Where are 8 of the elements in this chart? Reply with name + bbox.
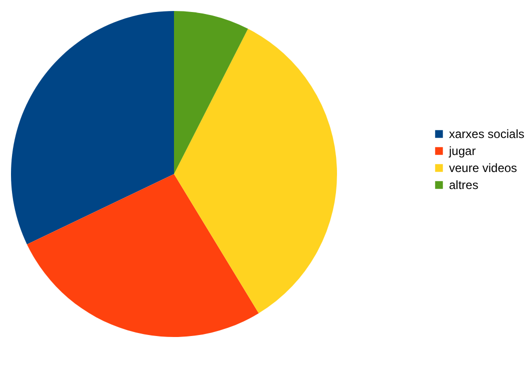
legend-label: jugar (448, 144, 476, 158)
pie-slice (11, 11, 174, 244)
legend-label: altres (449, 178, 478, 192)
legend-label: xarxes socials (449, 127, 524, 141)
legend-label: veure videos (449, 161, 518, 175)
pie-slice (174, 28, 337, 314)
pie-slice (174, 11, 248, 174)
pie-slice (26, 174, 259, 337)
